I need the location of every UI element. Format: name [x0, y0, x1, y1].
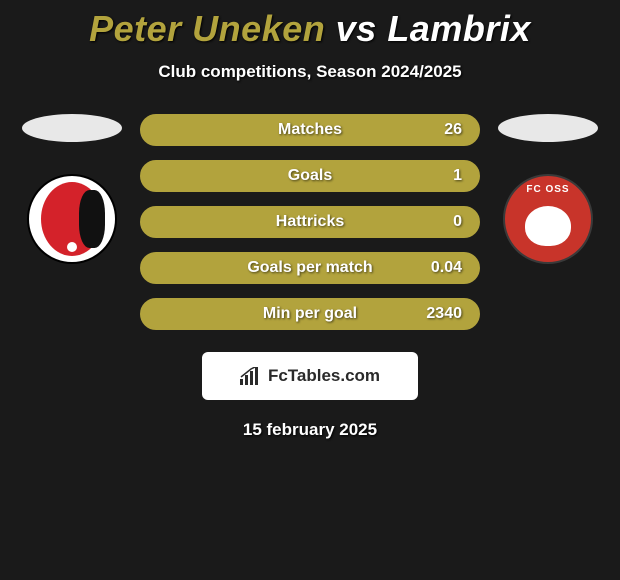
- logo-shape: [525, 206, 571, 246]
- main-row: Matches 26 Goals 1 Hattricks 0 Goals per…: [0, 114, 620, 330]
- right-pedestal-ellipse: [498, 114, 598, 142]
- stat-label: Hattricks: [276, 213, 344, 231]
- vs-text: vs: [336, 8, 377, 49]
- stat-value: 26: [444, 121, 462, 139]
- stat-value: 1: [453, 167, 462, 185]
- left-pedestal-ellipse: [22, 114, 122, 142]
- date-text: 15 february 2025: [0, 420, 620, 440]
- player2-name: Lambrix: [387, 8, 531, 49]
- right-badge-column: FC OSS: [498, 114, 598, 264]
- left-club-logo: [27, 174, 117, 264]
- stat-label: Goals per match: [247, 259, 372, 277]
- player1-name: Peter Uneken: [89, 8, 325, 49]
- left-badge-column: [22, 114, 122, 264]
- stats-column: Matches 26 Goals 1 Hattricks 0 Goals per…: [140, 114, 480, 330]
- club-logo-text: FC OSS: [505, 184, 591, 195]
- stat-label: Goals: [288, 167, 332, 185]
- stat-value: 0: [453, 213, 462, 231]
- stat-value: 0.04: [431, 259, 462, 277]
- bar-chart-icon: [240, 367, 262, 385]
- stat-bar-matches: Matches 26: [140, 114, 480, 146]
- logo-shape: [79, 190, 105, 248]
- stat-value: 2340: [426, 305, 462, 323]
- page-title: Peter Uneken vs Lambrix: [0, 8, 620, 50]
- stat-bar-min-per-goal: Min per goal 2340: [140, 298, 480, 330]
- branding-text: FcTables.com: [268, 366, 380, 386]
- stat-bar-goals: Goals 1: [140, 160, 480, 192]
- subtitle: Club competitions, Season 2024/2025: [0, 62, 620, 82]
- stat-label: Matches: [278, 121, 342, 139]
- right-club-logo: FC OSS: [503, 174, 593, 264]
- stat-label: Min per goal: [263, 305, 357, 323]
- branding-badge: FcTables.com: [202, 352, 418, 400]
- stat-bar-goals-per-match: Goals per match 0.04: [140, 252, 480, 284]
- comparison-card: Peter Uneken vs Lambrix Club competition…: [0, 0, 620, 440]
- logo-shape: [67, 242, 77, 252]
- stat-bar-hattricks: Hattricks 0: [140, 206, 480, 238]
